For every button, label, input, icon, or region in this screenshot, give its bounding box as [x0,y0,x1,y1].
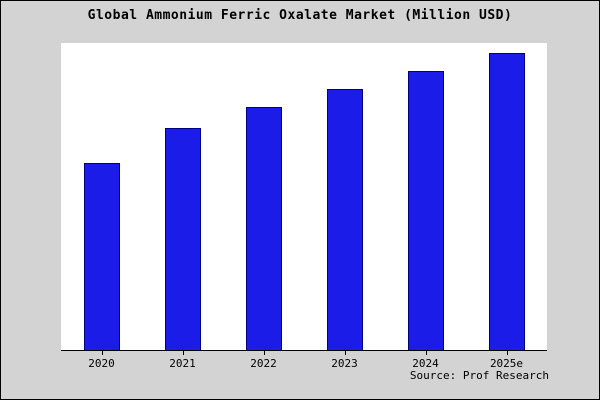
bar-slot-2024 [385,43,466,350]
x-tick-mark [425,351,427,355]
bar-2022 [245,106,282,350]
source-credit: Source: Prof Research [409,369,549,382]
bar-series [61,43,547,350]
bar-2020 [83,163,120,350]
x-tick-label-2023: 2023 [304,351,385,370]
x-tick-label-2025e: 2025e [466,351,547,370]
bar-slot-2025e [466,43,547,350]
bar-slot-2020 [61,43,142,350]
x-axis-labels: 2020 2021 2022 2023 2024 2025e [61,351,547,370]
x-tick-mark [101,351,103,355]
x-tick-mark [506,351,508,355]
bar-slot-2021 [142,43,223,350]
bar-2024 [407,71,444,350]
chart-title: Global Ammonium Ferric Oxalate Market (M… [87,8,513,23]
x-tick-label-2024: 2024 [385,351,466,370]
bar-2023 [326,88,363,350]
bar-2025e [488,53,525,350]
x-tick-label-2021: 2021 [142,351,223,370]
bar-2021 [164,127,201,350]
x-tick-label-2022: 2022 [223,351,304,370]
bar-slot-2022 [223,43,304,350]
x-tick-mark [182,351,184,355]
plot-area [61,43,547,351]
x-tick-mark [263,351,265,355]
x-tick-label-2020: 2020 [61,351,142,370]
bar-slot-2023 [304,43,385,350]
x-tick-mark [344,351,346,355]
